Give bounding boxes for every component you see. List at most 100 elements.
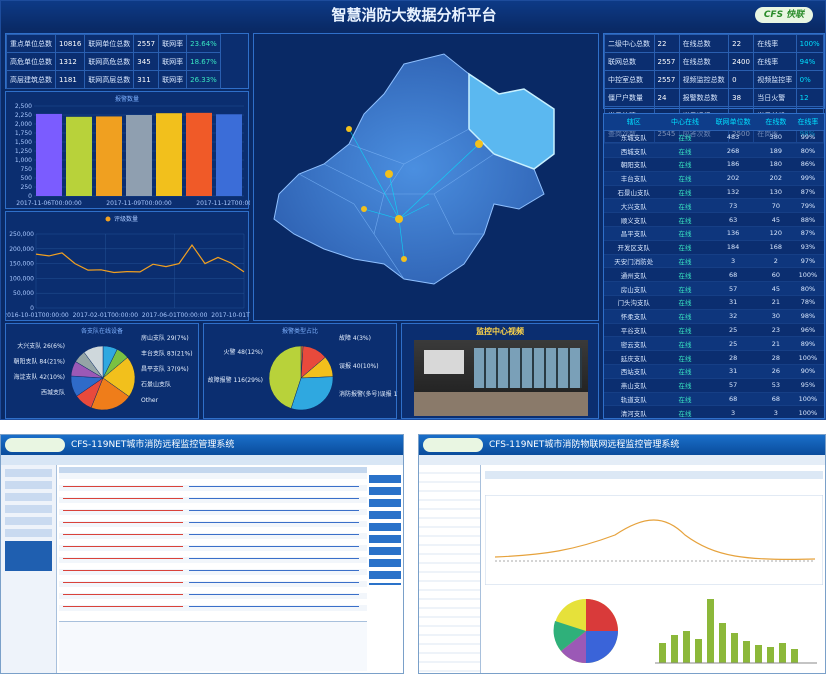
district-row[interactable]: 轨道支队 在线 68 68 100%	[604, 392, 824, 407]
alarm-count-panel: 报警数量 0 250 500 750 1,000 1,250 1,500 1,750 2,000…	[5, 91, 250, 209]
center-stat-f: 12	[795, 88, 825, 107]
district-cell: 202	[706, 171, 760, 186]
line-ytick: 50,000	[13, 290, 34, 297]
district-cell: 在线	[663, 295, 707, 310]
pie-label: 大兴支队 26(6%)	[17, 342, 65, 350]
district-row[interactable]: 怀柔支队 在线 32 30 98%	[604, 309, 824, 324]
screen3-tree-nav[interactable]	[419, 465, 481, 673]
district-cell: 在线	[663, 378, 707, 393]
center-stat-f: 100%	[795, 34, 825, 53]
district-cell: 在线	[663, 364, 707, 379]
district-header[interactable]: 在线数	[759, 114, 792, 131]
monitor-video-frame[interactable]	[414, 340, 588, 416]
district-cell: 在线	[663, 185, 707, 200]
beijing-map[interactable]	[254, 34, 600, 322]
center-stat-c: 视频监控总数	[678, 70, 730, 89]
district-row[interactable]: 大兴支队 在线 73 70 79%	[604, 198, 824, 214]
district-table: 辖区 中心在线 联网单位数 在线数 在线率 东城支队 在线 483 380 99% 西城支队 在线 2…	[604, 114, 824, 419]
district-cell: 80%	[791, 281, 824, 297]
screen2-title: CFS-119NET城市消防远程监控管理系统	[71, 440, 235, 450]
screen3-title: CFS-119NET城市消防物联网远程监控管理系统	[489, 440, 680, 450]
unit-stat-label2: 联网高层总数	[84, 70, 135, 89]
district-cell: 3	[759, 405, 792, 419]
bar-mark[interactable]	[216, 114, 242, 196]
district-row[interactable]: 东城支队 在线 483 380 99%	[604, 130, 824, 145]
district-header[interactable]: 辖区	[604, 114, 664, 131]
map-region-highlight[interactable]	[468, 72, 555, 170]
bar-ytick: 250	[21, 184, 33, 191]
district-cell: 在线	[663, 281, 707, 297]
unit-stat-row: 重点单位总数 10816 联网单位总数 2557 联网率 23.64%	[6, 34, 221, 53]
video-wall	[474, 348, 582, 388]
district-cell: 86%	[791, 157, 824, 172]
center-stat-e: 视频监控率	[753, 70, 797, 89]
district-cell: 97%	[791, 254, 824, 269]
bar-mark[interactable]	[156, 113, 182, 196]
unit-stat-label: 重点单位总数	[6, 34, 56, 53]
pie-slice[interactable]	[290, 376, 334, 411]
district-cell: 168	[759, 240, 792, 255]
unit-stat-rate: 26.33%	[186, 70, 221, 89]
district-row[interactable]: 西站支队 在线 31 26 90%	[604, 364, 824, 379]
iot-monitor-screen: CFS-119NET城市消防物联网远程监控管理系统	[418, 434, 826, 674]
district-row[interactable]: 丰台支队 在线 202 202 99%	[604, 171, 824, 186]
dashboard-screen: 智慧消防大数据分析平台 CFS 快联 重点单位总数 10816 联网单位总数 2557…	[0, 0, 826, 420]
district-row[interactable]: 延庆支队 在线 28 28 100%	[604, 350, 824, 366]
pie-label: 丰台支队 83(21%)	[141, 350, 193, 358]
pie-slice[interactable]	[102, 357, 136, 397]
screen3-filter-bar[interactable]	[485, 471, 823, 479]
district-row[interactable]: 房山支队 在线 57 45 80%	[604, 281, 824, 297]
district-cell: 68	[759, 392, 792, 407]
bar-mark[interactable]	[66, 116, 92, 196]
district-row[interactable]: 朝阳支队 在线 186 180 86%	[604, 157, 824, 172]
pie-slice[interactable]	[268, 345, 302, 409]
district-row[interactable]: 石景山支队 在线 132 130 87%	[604, 185, 824, 200]
district-row[interactable]: 天安门消防处 在线 3 2 97%	[604, 254, 824, 269]
district-cell: 在线	[663, 336, 707, 352]
district-row[interactable]: 通州支队 在线 68 60 100%	[604, 267, 824, 283]
district-header[interactable]: 在线率	[791, 114, 824, 131]
district-row[interactable]: 西城支队 在线 268 189 80%	[604, 143, 824, 159]
unit-stat-label3: 联网率	[158, 52, 188, 71]
district-row[interactable]: 顺义支队 在线 63 45 88%	[604, 212, 824, 228]
screen2-action-buttons[interactable]	[369, 475, 401, 585]
unit-stat-value2: 345	[133, 52, 160, 71]
district-cell: 在线	[663, 171, 707, 186]
bar-mark[interactable]	[186, 112, 212, 196]
district-row[interactable]: 清河支队 在线 3 3 100%	[604, 405, 824, 419]
center-stat-d: 2400	[728, 52, 755, 71]
district-cell: 在线	[663, 226, 707, 241]
district-cell: 31	[706, 295, 760, 310]
bar-mark[interactable]	[96, 116, 122, 196]
bar-mark[interactable]	[126, 115, 152, 196]
alarm-list-table[interactable]	[59, 467, 367, 617]
center-stat-a: 僵尸户数量	[604, 88, 655, 107]
dashboard-title: 智慧消防大数据分析平台	[1, 1, 825, 29]
bar-ytick: 1,000	[15, 157, 32, 164]
district-header[interactable]: 中心在线	[663, 114, 707, 131]
district-cell: 70	[759, 198, 792, 214]
center-stat-a: 二级中心总数	[604, 34, 655, 53]
district-row[interactable]: 门头沟支队 在线 31 21 78%	[604, 295, 824, 310]
district-header[interactable]: 联网单位数	[706, 114, 760, 131]
center-stat-f: 0%	[795, 70, 825, 89]
district-cell: 45	[759, 212, 792, 228]
district-row[interactable]: 平谷支队 在线 25 23 96%	[604, 323, 824, 338]
district-cell: 3	[706, 405, 760, 419]
district-cell: 130	[759, 185, 792, 200]
line-series[interactable]	[35, 243, 245, 274]
pie-slice[interactable]	[83, 345, 104, 379]
district-row[interactable]: 密云支队 在线 25 21 89%	[604, 336, 824, 352]
district-cell: 88%	[791, 212, 824, 228]
pie1-title: 各支队在线设备	[80, 328, 123, 335]
district-row[interactable]: 开发区支队 在线 184 168 93%	[604, 240, 824, 255]
district-cell: 87%	[791, 226, 824, 241]
pie-slice[interactable]	[90, 377, 130, 411]
district-row[interactable]: 燕山支队 在线 57 53 95%	[604, 378, 824, 393]
district-row[interactable]: 昌平支队 在线 136 120 87%	[604, 226, 824, 241]
district-cell: 23	[759, 323, 792, 338]
bar-chart-title: 报警数量	[114, 96, 139, 103]
pie-label: 误报 40(10%)	[339, 362, 379, 370]
bar-mark[interactable]	[36, 113, 62, 196]
unit-stat-label2: 联网单位总数	[84, 34, 135, 53]
